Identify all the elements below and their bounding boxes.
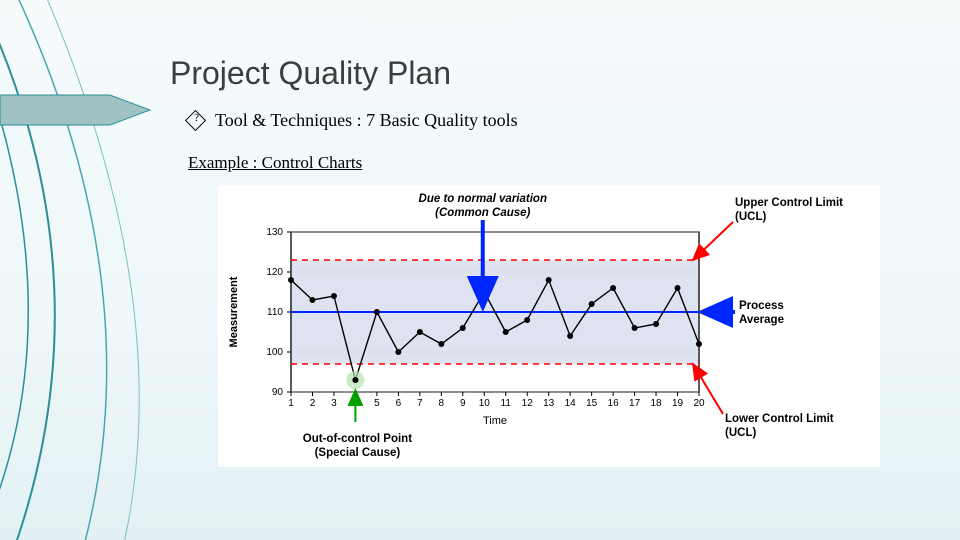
svg-text:18: 18 bbox=[650, 398, 662, 409]
svg-text:9: 9 bbox=[460, 398, 466, 409]
svg-text:16: 16 bbox=[608, 398, 620, 409]
svg-text:1: 1 bbox=[288, 398, 294, 409]
svg-text:Upper Control Limit: Upper Control Limit bbox=[735, 197, 843, 209]
svg-text:8: 8 bbox=[439, 398, 445, 409]
svg-text:100: 100 bbox=[266, 347, 283, 358]
svg-text:90: 90 bbox=[272, 387, 284, 398]
svg-text:(UCL): (UCL) bbox=[735, 211, 766, 223]
svg-text:13: 13 bbox=[543, 398, 555, 409]
svg-text:120: 120 bbox=[266, 267, 283, 278]
subtitle-row: Tool & Techniques : 7 Basic Quality tool… bbox=[188, 110, 960, 131]
svg-text:(Common Cause): (Common Cause) bbox=[435, 207, 530, 219]
example-label: Example : Control Charts bbox=[188, 153, 960, 173]
svg-text:3: 3 bbox=[331, 398, 337, 409]
svg-text:19: 19 bbox=[672, 398, 684, 409]
svg-text:6: 6 bbox=[396, 398, 402, 409]
svg-text:Time: Time bbox=[483, 415, 507, 427]
svg-text:Average: Average bbox=[739, 314, 784, 326]
control-chart-svg: 9010011012013012345678910111213141516171… bbox=[219, 186, 879, 466]
control-chart: 9010011012013012345678910111213141516171… bbox=[218, 185, 880, 467]
svg-text:Measurement: Measurement bbox=[228, 276, 240, 347]
svg-text:17: 17 bbox=[629, 398, 641, 409]
diamond-bullet-icon bbox=[185, 110, 206, 131]
svg-text:2: 2 bbox=[310, 398, 316, 409]
svg-text:20: 20 bbox=[693, 398, 705, 409]
svg-text:7: 7 bbox=[417, 398, 423, 409]
svg-text:130: 130 bbox=[266, 227, 283, 238]
svg-text:10: 10 bbox=[479, 398, 491, 409]
subtitle-text: Tool & Techniques : 7 Basic Quality tool… bbox=[215, 110, 518, 131]
svg-text:11: 11 bbox=[501, 398, 512, 409]
svg-text:Out-of-control Point: Out-of-control Point bbox=[303, 433, 412, 445]
svg-text:5: 5 bbox=[374, 398, 380, 409]
svg-text:14: 14 bbox=[565, 398, 577, 409]
svg-text:(Special Cause): (Special Cause) bbox=[315, 447, 401, 459]
svg-text:Process: Process bbox=[739, 300, 784, 312]
page-title: Project Quality Plan bbox=[170, 55, 960, 92]
svg-text:15: 15 bbox=[586, 398, 598, 409]
svg-text:Due to normal variation: Due to normal variation bbox=[419, 193, 547, 205]
svg-text:(UCL): (UCL) bbox=[725, 427, 756, 439]
svg-text:110: 110 bbox=[267, 307, 283, 318]
svg-text:Lower Control Limit: Lower Control Limit bbox=[725, 413, 834, 425]
svg-text:12: 12 bbox=[522, 398, 534, 409]
